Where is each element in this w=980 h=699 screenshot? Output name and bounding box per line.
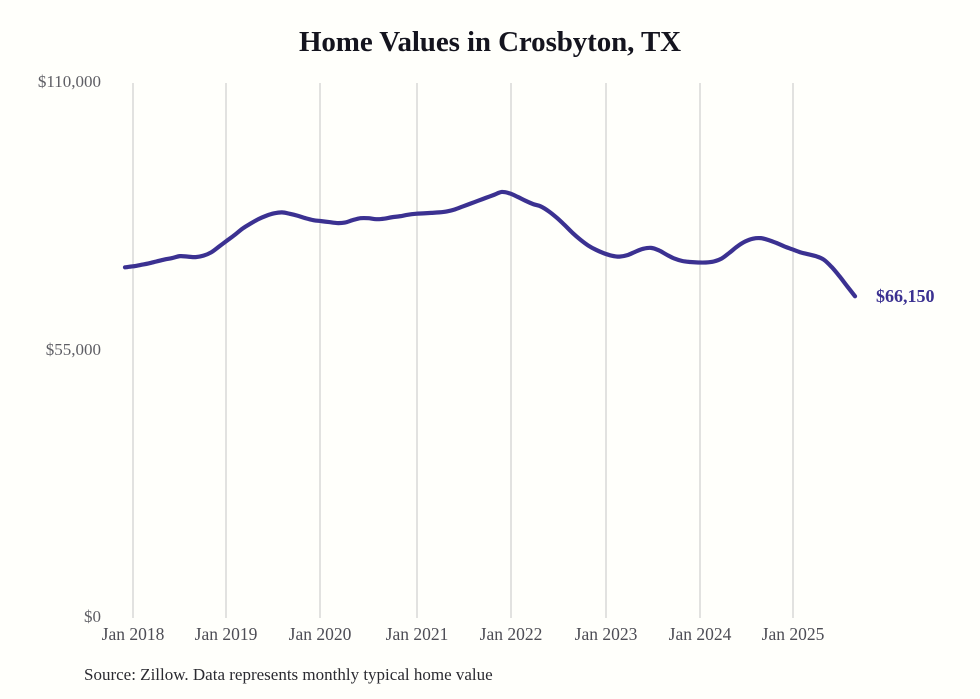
end-value-annotation: $66,150 [876, 286, 935, 307]
x-axis-tick-jan-2018: Jan 2018 [101, 624, 165, 644]
x-axis-tick-jan-2023: Jan 2023 [574, 624, 638, 644]
gridlines-group [132, 83, 794, 618]
y-axis-tick-110000: $110,000 [37, 72, 101, 91]
source-note: Source: Zillow. Data represents monthly … [84, 665, 493, 684]
x-axis-tick-jan-2022: Jan 2022 [479, 624, 543, 644]
x-axis-tick-jan-2020: Jan 2020 [288, 624, 352, 644]
x-axis-tick-jan-2019: Jan 2019 [194, 624, 258, 644]
x-axis-tick-jan-2025: Jan 2025 [761, 624, 825, 644]
x-axis-tick-jan-2024: Jan 2024 [668, 624, 732, 644]
y-axis-tick-0: $0 [84, 607, 101, 626]
home-value-line-series [122, 189, 858, 299]
y-axis-tick-55000: $55,000 [45, 339, 101, 359]
page-title: Home Values in Crosbyton, TX [298, 26, 682, 58]
x-axis-tick-jan-2021: Jan 2021 [385, 624, 449, 644]
